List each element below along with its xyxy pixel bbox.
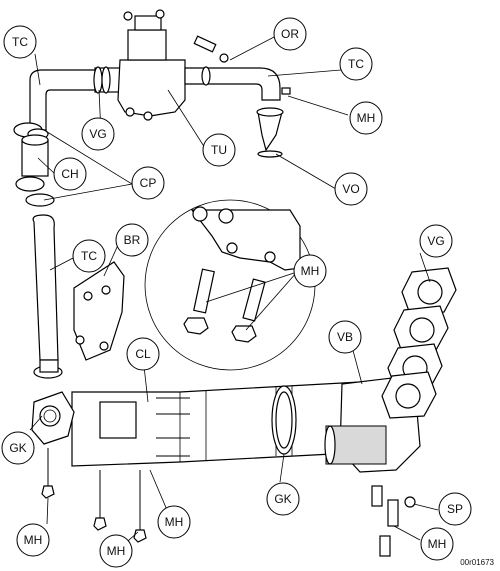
callout-label: MH — [24, 533, 43, 547]
callout-bubble — [99, 534, 133, 568]
callout-bubble — [72, 239, 106, 273]
callout-vb: VB — [328, 320, 362, 354]
cooler-body — [71, 381, 371, 467]
callout-bubble — [349, 101, 383, 135]
callout-mh-bottom-mid: MH — [99, 534, 133, 568]
callout-tc-mid: TC — [72, 239, 106, 273]
callout-mh-bottom-center: MH — [157, 505, 191, 539]
callout-label: MH — [301, 264, 320, 278]
figure-reference-number: 00r01673 — [460, 558, 494, 567]
callout-mh-bottom-right: MH — [420, 527, 454, 561]
leader-lines — [29, 35, 439, 549]
callout-label: MH — [428, 537, 447, 551]
callout-label: MH — [357, 111, 376, 125]
callout-br: BR — [115, 223, 149, 257]
callout-tu: TU — [202, 133, 236, 167]
callout-label: MH — [107, 544, 126, 558]
callout-label: SP — [447, 502, 463, 516]
callout-vo: VO — [334, 172, 368, 206]
callout-label: OR — [281, 27, 299, 41]
callout-label: TC — [12, 35, 28, 49]
callout-mh-bottom-left: MH — [16, 523, 50, 557]
callout-vg-top: VG — [81, 117, 115, 151]
callout-bubble — [339, 47, 373, 81]
callout-bubble — [273, 17, 307, 51]
callout-label: GK — [9, 441, 26, 455]
callout-label: VG — [427, 234, 444, 248]
hose-coupling — [13, 122, 55, 207]
callout-vg-right: VG — [419, 224, 453, 258]
vg-gasket-stack — [381, 267, 457, 419]
callout-label: MH — [165, 515, 184, 529]
callout-bubble — [202, 133, 236, 167]
callout-bubble — [115, 223, 149, 257]
callout-bubble — [126, 337, 160, 371]
callout-bubble — [420, 527, 454, 561]
callout-bubble — [157, 505, 191, 539]
callout-label: TU — [211, 143, 227, 157]
callout-gk-left: GK — [1, 431, 35, 465]
callout-bubble — [131, 166, 165, 200]
tube-assembly — [29, 9, 291, 158]
bottom-fasteners — [41, 448, 416, 557]
callout-bubble — [266, 482, 300, 516]
callout-bubble — [293, 254, 327, 288]
callout-bubble — [334, 172, 368, 206]
callout-layer: TC OR TC MH VG TU CH CP VO TC BR MH VG CL VB GK GK SP MH MH… — [1, 17, 472, 568]
callout-tc-top-left: TC — [3, 25, 37, 59]
callout-label: CH — [61, 167, 78, 181]
callout-gk-bottom: GK — [266, 482, 300, 516]
callout-bubble — [16, 523, 50, 557]
callout-cl: CL — [126, 337, 160, 371]
callout-label: TC — [348, 57, 364, 71]
bracket — [73, 261, 125, 361]
callout-label: VG — [89, 127, 106, 141]
callout-bubble — [438, 492, 472, 526]
left-flange-gasket — [31, 391, 75, 445]
callout-cp: CP — [131, 166, 165, 200]
callout-bubble — [81, 117, 115, 151]
vertical-tube — [32, 214, 63, 379]
detail-view — [144, 199, 316, 371]
callout-bubble — [3, 25, 37, 59]
callout-or: OR — [273, 17, 307, 51]
callout-bubble — [53, 157, 87, 191]
callout-label: BR — [124, 233, 141, 247]
callout-label: VO — [342, 182, 359, 196]
callout-label: VB — [337, 330, 353, 344]
callout-tc-top-right: TC — [339, 47, 373, 81]
callout-label: CP — [140, 176, 157, 190]
callout-ch: CH — [53, 157, 87, 191]
callout-bubble — [328, 320, 362, 354]
callout-mh-top-right: MH — [349, 101, 383, 135]
callout-label: GK — [274, 492, 291, 506]
callout-mh-detail: MH — [293, 254, 327, 288]
callout-label: TC — [81, 249, 97, 263]
callout-bubble — [419, 224, 453, 258]
callout-label: CL — [135, 347, 151, 361]
callout-bubble — [1, 431, 35, 465]
callout-sp: SP — [438, 492, 472, 526]
